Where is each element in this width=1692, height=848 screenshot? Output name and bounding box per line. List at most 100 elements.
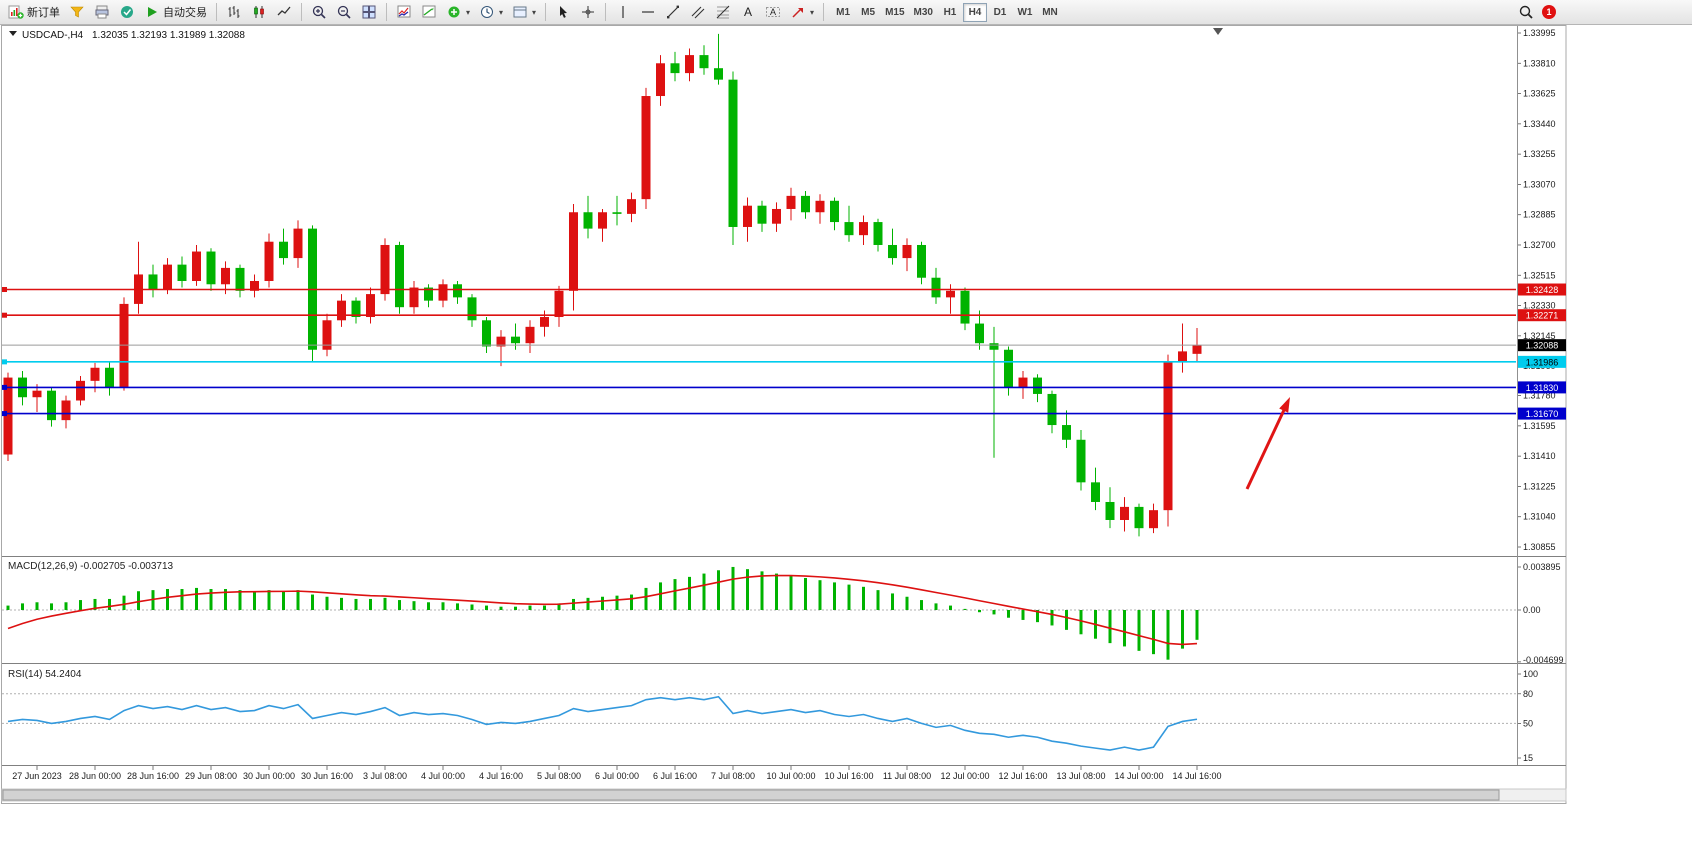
candle-body <box>859 222 868 236</box>
candle-body <box>902 244 912 259</box>
new-order-button[interactable]: 新订单 <box>4 2 64 23</box>
add-indicator-button[interactable]: ▾ <box>442 2 474 23</box>
candle-body <box>235 267 245 291</box>
objects-button[interactable] <box>417 2 441 23</box>
price-axis-label: 1.32145 <box>1523 331 1556 341</box>
candle-body <box>917 244 926 278</box>
trend-arrow-head[interactable] <box>1279 397 1290 413</box>
chart-symbol-label: USDCAD-,H4 <box>22 30 84 41</box>
candle-body <box>627 199 636 214</box>
label-tool-button[interactable]: A <box>761 2 785 23</box>
text-icon: A <box>740 4 756 20</box>
add-indicator-icon <box>446 4 462 20</box>
macd-axis-label: -0.004699 <box>1523 655 1564 665</box>
line-chart-icon <box>276 4 292 20</box>
price-axis-label: 1.32700 <box>1523 240 1556 250</box>
channel-tool-button[interactable] <box>686 2 710 23</box>
trendline-tool-button[interactable] <box>661 2 685 23</box>
indicators-button[interactable] <box>392 2 416 23</box>
trend-arrow[interactable] <box>1245 409 1286 490</box>
svg-text:A: A <box>744 5 752 19</box>
community-icon <box>119 4 135 20</box>
print-button[interactable] <box>90 2 114 23</box>
templates-button[interactable]: ▾ <box>508 2 540 23</box>
timeframe-d1[interactable]: D1 <box>988 3 1012 22</box>
line-anchor[interactable] <box>2 359 7 365</box>
fibonacci-tool-button[interactable] <box>711 2 735 23</box>
tile-windows-icon <box>361 4 377 20</box>
timeframe-w1[interactable]: W1 <box>1013 3 1037 22</box>
candle-body <box>337 300 346 321</box>
line-anchor[interactable] <box>2 312 7 318</box>
time-axis-label: 11 Jul 08:00 <box>883 771 931 781</box>
community-button[interactable] <box>115 2 139 23</box>
price-tags-layer: 1.32428 1.32271 1.32088 1.31986 1.31830 1.316… <box>1518 283 1566 420</box>
price-axis-label: 1.31040 <box>1523 512 1556 522</box>
candle-body <box>163 264 172 290</box>
candle-body <box>47 390 56 421</box>
candle-body <box>1178 351 1187 362</box>
time-axis-label: 13 Jul 08:00 <box>1056 771 1105 781</box>
candle-body <box>482 320 491 347</box>
chart-dropdown-icon[interactable] <box>9 31 17 36</box>
zoom-out-button[interactable] <box>332 2 356 23</box>
auto-trading-button[interactable]: 自动交易 <box>140 2 211 23</box>
candle-body <box>888 244 897 259</box>
candle-body <box>496 336 506 347</box>
timeframe-mn[interactable]: MN <box>1038 3 1062 22</box>
vertical-line-tool-button[interactable] <box>611 2 635 23</box>
cursor-tool-button[interactable] <box>551 2 575 23</box>
zoom-in-button[interactable] <box>307 2 331 23</box>
horizontal-line-tool-button[interactable] <box>636 2 660 23</box>
chevron-down-icon: ▾ <box>810 7 815 17</box>
timeframe-m5[interactable]: M5 <box>856 3 880 22</box>
timeframe-m1[interactable]: M1 <box>831 3 855 22</box>
price-axis-label: 1.33070 <box>1523 179 1556 189</box>
time-axis-label: 29 Jun 08:00 <box>185 771 237 781</box>
h-scrollbar-thumb[interactable] <box>2 789 1500 801</box>
line-anchor[interactable] <box>2 287 7 293</box>
timeframe-h4[interactable]: H4 <box>962 2 987 22</box>
time-axis-label: 14 Jul 16:00 <box>1172 771 1221 781</box>
timeframe-m15[interactable]: M15 <box>881 3 908 22</box>
candle-body <box>583 212 593 229</box>
metaeditor-button[interactable] <box>65 2 89 23</box>
candle-body <box>366 294 375 318</box>
candle-body <box>1192 345 1202 354</box>
chevron-down-icon: ▾ <box>532 7 537 17</box>
line-chart-button[interactable] <box>272 2 296 23</box>
candle-body <box>830 200 839 223</box>
price-tag-label: 1.31670 <box>1526 409 1559 419</box>
line-anchor[interactable] <box>2 411 7 417</box>
candle-body <box>192 251 201 281</box>
candle-body <box>685 55 694 74</box>
notification-badge[interactable]: 1 <box>1542 5 1556 19</box>
candle-body <box>148 274 158 290</box>
crosshair-tool-button[interactable] <box>576 2 600 23</box>
tile-windows-button[interactable] <box>357 2 381 23</box>
timeframe-h1[interactable]: H1 <box>938 3 962 22</box>
zoom-in-icon <box>311 4 327 20</box>
rsi-line <box>7 695 1198 751</box>
price-tag <box>1518 309 1566 322</box>
auto-trading-play-icon <box>144 4 160 20</box>
time-axis-label: 10 Jul 00:00 <box>766 771 815 781</box>
candlestick-chart-button[interactable] <box>247 2 271 23</box>
periods-button[interactable]: ▾ <box>475 2 507 23</box>
chevron-down-icon: ▾ <box>466 7 471 17</box>
timeframe-m30[interactable]: M30 <box>910 3 937 22</box>
search-icon[interactable] <box>1518 4 1534 20</box>
arrows-tool-button[interactable]: ▾ <box>786 2 818 23</box>
candle-body <box>743 205 752 227</box>
candle-body <box>815 200 825 213</box>
fibonacci-icon <box>715 4 731 20</box>
line-anchor[interactable] <box>2 384 7 390</box>
candle-body <box>670 63 680 74</box>
time-axis-label: 28 Jun 16:00 <box>127 771 179 781</box>
clock-icon <box>479 4 495 20</box>
zoom-out-icon <box>336 4 352 20</box>
text-tool-button[interactable]: A <box>736 2 760 23</box>
horizontal-lines-layer <box>2 287 1516 417</box>
candle-body <box>438 284 448 301</box>
bar-chart-button[interactable] <box>222 2 246 23</box>
